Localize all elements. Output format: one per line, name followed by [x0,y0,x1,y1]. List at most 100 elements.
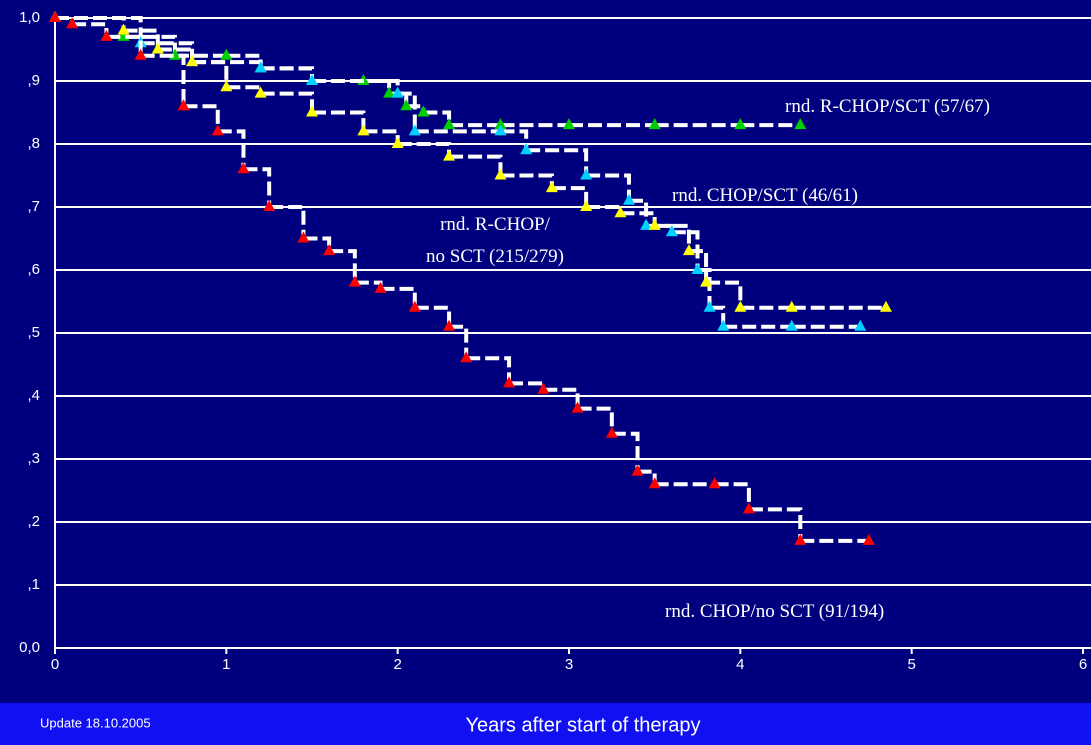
censor-marker [563,118,575,130]
step-segment [192,60,229,88]
censor-marker [879,300,892,312]
step-segment [611,431,640,472]
censor-marker [66,17,79,29]
censor-marker [648,118,661,130]
step-segment [714,482,751,510]
step-segment [449,324,469,359]
step-segment [586,173,631,201]
step-segment [55,16,126,37]
y-tick-label: ,6 [27,261,40,278]
censor-marker [648,477,661,489]
censor-marker [717,319,730,331]
censor-marker [703,300,716,312]
step-segment [654,223,691,252]
step-segment [140,53,186,107]
step-segment [269,205,306,239]
step-segment [312,110,366,132]
censor-marker [682,244,695,256]
censor-marker [494,124,507,136]
step-segment [243,167,272,207]
censor-marker [785,300,798,312]
censor-marker [443,319,456,331]
censor-marker [580,168,593,180]
censor-marker [383,86,396,98]
step-segment [671,230,700,270]
censor-marker [605,426,618,438]
series-label: rnd. CHOP/SCT (46/61) [672,185,858,206]
censor-marker [400,99,413,111]
censor-marker [520,143,533,155]
step-segment [466,356,512,384]
x-axis-label: Years after start of therapy [466,714,701,736]
censor-marker [708,477,721,489]
censor-marker [494,168,507,180]
censor-marker [408,124,421,136]
step-segment [397,91,417,132]
censor-marker [794,118,807,130]
censor-marker [503,376,516,388]
step-segment [748,507,803,541]
step-segment [363,129,400,144]
censor-marker [494,118,507,130]
censor-marker [186,55,199,67]
censor-marker [545,181,558,193]
step-segment [217,129,246,170]
footer-bar [0,703,1091,745]
censor-marker [263,200,276,211]
step-segment [449,154,503,176]
series-label: rnd. R-CHOP/ no SCT (215/279) [426,214,564,267]
censor-marker [571,401,584,413]
y-tick-label: ,3 [27,450,40,467]
censor-marker [100,29,113,41]
censor-marker [151,42,164,54]
censor-marker [306,74,318,85]
step-segment [628,198,649,226]
censor-marker [691,263,704,274]
censor-marker [631,464,644,476]
censor-marker [794,533,807,545]
censor-marker [614,206,627,218]
censor-marker [622,193,635,205]
step-segment [260,66,314,81]
censor-marker [862,533,875,545]
censor-marker [443,149,456,161]
x-tick-label: 5 [907,656,915,673]
step-segment [183,104,220,132]
step-segment [697,268,712,308]
step-segment [397,142,452,157]
censor-marker [357,124,370,136]
y-tick-label: 1,0 [19,9,40,26]
x-tick-label: 2 [393,656,401,673]
censor-marker [177,99,190,111]
censor-marker [254,86,267,98]
censor-marker [580,200,593,211]
step-segment [123,34,177,56]
censor-marker [323,244,336,256]
censor-marker [785,319,798,331]
censor-marker [734,300,747,312]
x-tick-label: 0 [51,656,59,673]
censor-marker [348,275,361,287]
censor-marker [211,124,224,136]
censor-marker [134,48,147,60]
censor-marker [391,86,404,98]
censor-marker [408,300,421,312]
step-segment [706,280,743,308]
step-segment [526,148,589,176]
series-label: rnd. R-CHOP/SCT (57/67) [785,96,990,117]
x-tick-label: 3 [565,656,573,673]
y-tick-label: ,8 [27,135,40,152]
y-tick-label: ,1 [27,576,40,593]
censor-marker [648,218,661,230]
step-segment [260,91,314,113]
censor-marker [297,231,310,243]
step-segment [577,406,614,434]
censor-marker [640,218,653,230]
censor-marker [417,105,430,117]
x-tick-label: 1 [222,656,230,673]
step-segment [423,110,452,126]
censor-marker [374,281,387,293]
censor-marker [537,382,550,394]
censor-marker [854,319,867,331]
